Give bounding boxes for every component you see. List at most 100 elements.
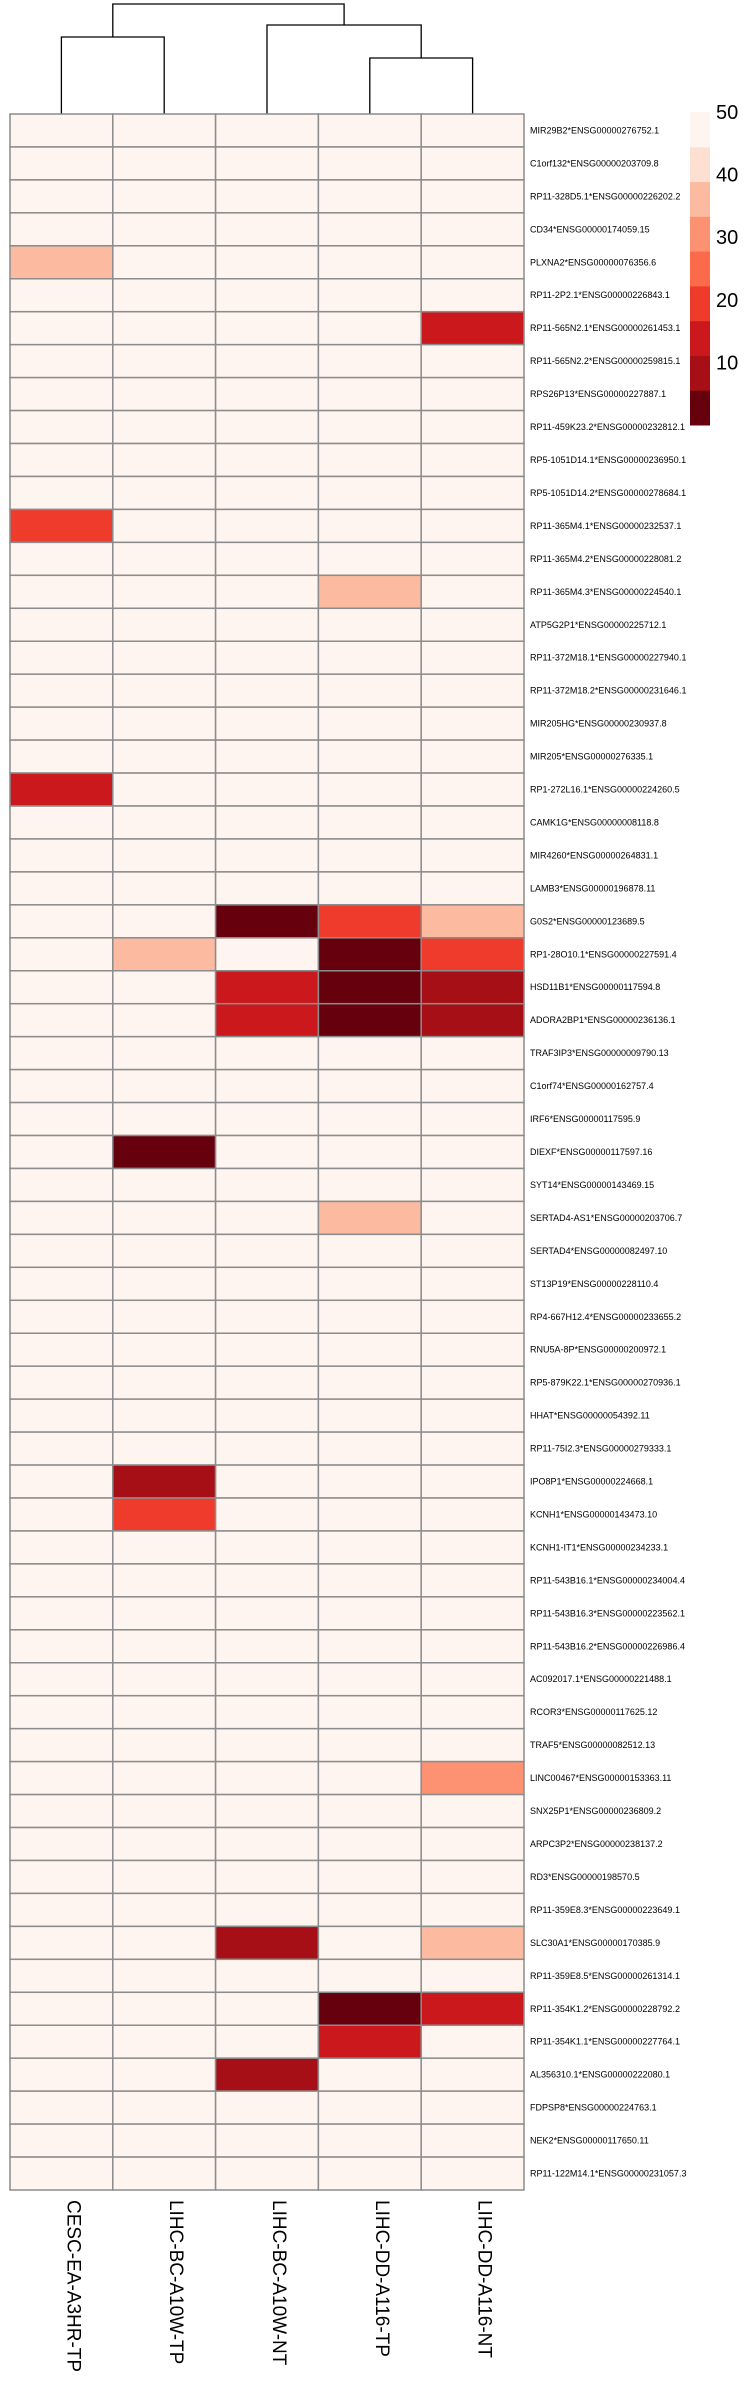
dendrogram-branch <box>266 24 422 114</box>
heatmap-cell <box>9 376 114 412</box>
heatmap-cell <box>317 805 422 840</box>
heatmap-cell <box>214 2090 320 2125</box>
heatmap-cell <box>214 409 320 445</box>
heatmap-cell <box>420 640 525 675</box>
heatmap-cell <box>420 904 525 939</box>
heatmap-cell <box>9 1002 114 1038</box>
row-label: CAMK1G*ENSG00000008118.8 <box>530 817 659 827</box>
row-label: NEK2*ENSG00000117650.11 <box>530 2136 649 2146</box>
heatmap-cell <box>112 1793 217 1829</box>
heatmap-cell <box>112 838 217 873</box>
heatmap-cell <box>420 2057 525 2092</box>
heatmap-cell <box>112 1134 217 1170</box>
heatmap-cell <box>214 310 320 346</box>
heatmap-cell <box>420 442 525 478</box>
heatmap-cell <box>112 541 217 577</box>
heatmap-cell <box>214 1002 320 1038</box>
heatmap-cell <box>214 1793 320 1829</box>
row-label: MIR4260*ENSG00000264831.1 <box>530 850 658 860</box>
heatmap-cell <box>214 2156 320 2191</box>
heatmap-cell <box>317 2156 422 2191</box>
heatmap-cell <box>317 1629 422 1664</box>
heatmap-cell <box>9 1431 114 1466</box>
heatmap-cell <box>214 278 320 313</box>
row-label: ST13P19*ENSG00000228110.4 <box>530 1279 658 1289</box>
row-label: ARPC3P2*ENSG00000238137.2 <box>530 1839 663 1849</box>
heatmap-cell <box>112 574 217 610</box>
heatmap-cell <box>112 1563 217 1598</box>
row-label: AC092017.1*ENSG00000221488.1 <box>530 1674 672 1684</box>
heatmap-cell <box>112 1530 217 1565</box>
heatmap-cell <box>420 310 525 346</box>
heatmap-cell <box>214 1365 320 1400</box>
heatmap-cell <box>112 475 217 511</box>
heatmap-cell <box>317 113 422 148</box>
heatmap-cell <box>9 1629 114 1664</box>
heatmap-cell <box>9 1793 114 1829</box>
heatmap-cell <box>214 1694 320 1730</box>
column-label: LIHC-DD-A116-NT <box>474 2200 495 2358</box>
heatmap-cell <box>9 1662 114 1697</box>
heatmap-cell <box>112 1826 217 1862</box>
legend-swatch <box>690 216 710 252</box>
heatmap-cell <box>112 278 217 313</box>
heatmap-cell <box>112 607 217 642</box>
heatmap-cell <box>112 310 217 346</box>
heatmap-cell <box>112 1629 217 1664</box>
heatmap-cell <box>112 1859 217 1895</box>
heatmap-cell <box>112 1266 217 1302</box>
column-label: LIHC-BC-A10W-NT <box>268 2200 289 2366</box>
heatmap-cell <box>214 508 320 544</box>
row-label: G0S2*ENSG00000123689.5 <box>530 916 645 926</box>
row-label: HSD11B1*ENSG00000117594.8 <box>530 982 660 992</box>
heatmap-cell <box>9 871 114 906</box>
heatmap-cell <box>420 343 525 379</box>
row-label: RP11-565N2.2*ENSG00000259815.1 <box>530 356 680 366</box>
heatmap-cell <box>9 1892 114 1928</box>
heatmap-cell <box>317 673 422 708</box>
row-label: RP11-565N2.1*ENSG00000261453.1 <box>530 323 680 333</box>
heatmap-cell <box>112 1694 217 1730</box>
heatmap-cell <box>214 970 320 1005</box>
heatmap-cell <box>214 1662 320 1697</box>
heatmap-cell <box>112 245 217 280</box>
heatmap-cell <box>317 2123 422 2158</box>
heatmap-cell <box>317 871 422 906</box>
heatmap-cell <box>112 1958 217 1994</box>
heatmap-cell <box>9 1991 114 2026</box>
heatmap-cell <box>420 838 525 873</box>
row-label: FDPSP8*ENSG00000224763.1 <box>530 2103 657 2113</box>
heatmap-cell <box>214 1101 320 1137</box>
heatmap-cell <box>214 739 320 774</box>
heatmap-cell <box>214 1859 320 1895</box>
heatmap-cell <box>317 607 422 642</box>
heatmap-cell <box>317 245 422 280</box>
heatmap-cell <box>420 1167 525 1203</box>
row-label: DIEXF*ENSG00000117597.16 <box>530 1147 652 1157</box>
heatmap-cell <box>420 212 525 247</box>
heatmap-cell <box>112 1035 217 1071</box>
heatmap-cell <box>317 1398 422 1433</box>
row-label: RP11-372M18.1*ENSG00000227940.1 <box>530 653 686 663</box>
heatmap-cell <box>214 146 320 181</box>
heatmap-cell <box>317 1497 422 1532</box>
heatmap-cell <box>420 1662 525 1697</box>
row-label: ADORA2BP1*ENSG00000236136.1 <box>530 1015 676 1025</box>
heatmap-cell <box>112 1332 217 1367</box>
legend-swatch <box>690 320 710 356</box>
heatmap-cell <box>214 1958 320 1994</box>
heatmap-cell <box>317 1464 422 1499</box>
row-label: SYT14*ENSG00000143469.15 <box>530 1180 654 1190</box>
heatmap-cell <box>317 1958 422 1994</box>
heatmap-cell <box>420 146 525 181</box>
heatmap-cell <box>112 1200 217 1236</box>
heatmap-cell <box>214 937 320 972</box>
heatmap-cell <box>9 310 114 346</box>
row-label: ATP5G2P1*ENSG00000225712.1 <box>530 620 666 630</box>
heatmap-cell <box>214 1332 320 1367</box>
row-label: SERTAD4*ENSG00000082497.10 <box>530 1246 667 1256</box>
row-label: RP11-543B16.1*ENSG00000234004.4 <box>530 1575 685 1585</box>
heatmap-cell <box>420 508 525 544</box>
heatmap-cell <box>317 1727 422 1763</box>
